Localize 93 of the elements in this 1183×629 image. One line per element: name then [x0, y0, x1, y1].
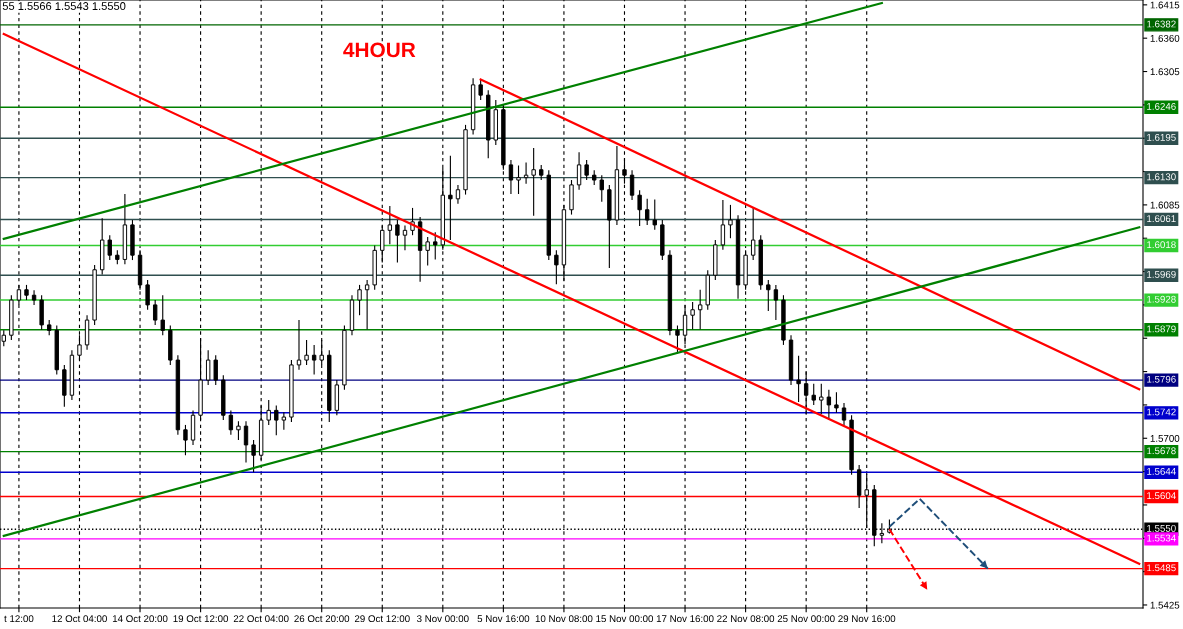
- candlestick: [228, 409, 234, 436]
- candlestick: [357, 284, 362, 316]
- candlestick: [728, 204, 733, 239]
- candlestick: [584, 159, 589, 181]
- candlestick: [773, 284, 779, 321]
- candlestick: [236, 420, 241, 441]
- x-tick-label: 10 Nov 08:00: [535, 615, 593, 623]
- x-tick-label: t 12:00: [4, 615, 34, 623]
- candlestick: [841, 402, 847, 426]
- candlestick: [554, 249, 559, 285]
- candlestick: [425, 236, 430, 267]
- candlestick: [311, 344, 317, 376]
- candlestick: [645, 198, 650, 226]
- y-tick-label: 1.6360: [1150, 34, 1180, 42]
- candlestick: [637, 189, 642, 227]
- candlestick: [750, 207, 756, 261]
- ref-line-label: 1.6130: [1147, 173, 1176, 181]
- candlestick: [183, 424, 188, 456]
- ref-line-label: 1.5969: [1147, 270, 1176, 278]
- candlestick: [387, 205, 393, 245]
- ref-line-label: 1.6061: [1147, 215, 1176, 223]
- text: 4HOUR: [343, 42, 416, 58]
- candlestick: [395, 219, 400, 264]
- ref-line-label: 1.5550: [1147, 524, 1176, 532]
- candlestick: [478, 79, 483, 101]
- x-tick-label: 19 Oct 12:00: [173, 615, 229, 623]
- ref-line-label: 1.6018: [1147, 241, 1176, 249]
- ref-line-label: 1.5879: [1147, 325, 1176, 333]
- y-tick-label: 1.5700: [1150, 435, 1180, 442]
- candlestick: [516, 164, 521, 195]
- y-tick-label: 1.5425: [1150, 601, 1180, 609]
- candlestick: [819, 383, 824, 415]
- candlestick: [402, 224, 408, 251]
- x-tick-label: 29 Oct 12:00: [354, 615, 410, 623]
- candlestick: [697, 289, 703, 330]
- candlestick: [531, 147, 536, 217]
- y-tick-label: 1.6085: [1150, 201, 1180, 209]
- x-tick-label: 26 Oct 20:00: [294, 615, 350, 623]
- x-tick-label: 5 Nov 16:00: [477, 615, 530, 623]
- candlestick: [31, 289, 37, 306]
- candlestick: [826, 389, 832, 421]
- candlestick: [675, 324, 680, 355]
- candlestick: [690, 301, 695, 330]
- x-tick-label: 22 Oct 04:00: [233, 615, 289, 623]
- ref-line-label: 1.5678: [1147, 447, 1176, 455]
- candlestick: [508, 159, 514, 195]
- ref-line-label: 1.5485: [1147, 564, 1176, 572]
- ref-line-label: 1.5928: [1147, 295, 1176, 303]
- x-tick-label: 14 Oct 20:00: [112, 615, 168, 623]
- candlestick: [720, 199, 726, 251]
- candlestick: [304, 339, 309, 366]
- candlestick: [576, 151, 582, 191]
- ref-line-label: 1.5742: [1147, 408, 1176, 416]
- candlestick: [160, 294, 165, 336]
- candlestick: [152, 299, 158, 326]
- ref-line-label: 1.5644: [1147, 467, 1176, 475]
- candlestick: [251, 439, 256, 473]
- x-tick-label: 17 Nov 16:00: [656, 615, 714, 623]
- candlestick: [107, 234, 112, 261]
- candlestick: [834, 391, 839, 414]
- candlestick: [281, 411, 287, 431]
- candlestick: [433, 231, 438, 261]
- ref-line-label: 1.5534: [1147, 534, 1176, 542]
- ref-line-label: 1.6195: [1147, 133, 1176, 141]
- candlestick: [652, 198, 657, 231]
- candlestick: [629, 169, 635, 201]
- ref-line-label: 1.6382: [1147, 20, 1176, 28]
- candlestick: [274, 404, 279, 436]
- x-tick-label: 25 Nov 00:00: [777, 615, 835, 623]
- candlestick: [145, 279, 150, 311]
- ref-line-label: 1.5604: [1147, 492, 1176, 500]
- annotation: 55 1.5566 1.5543 1.5550: [2, 2, 126, 10]
- candlestick: [296, 319, 302, 371]
- candlestick: [766, 279, 771, 312]
- candlestick: [455, 184, 461, 205]
- x-tick-label: 3 Nov 00:00: [416, 615, 469, 623]
- candlestick: [205, 349, 211, 386]
- candlestick: [364, 279, 370, 330]
- ref-line-label: 1.5796: [1147, 375, 1176, 383]
- y-tick-label: 1.6415: [1150, 1, 1180, 9]
- candlestick: [266, 399, 271, 426]
- candlestick: [448, 155, 453, 241]
- candlestick: [213, 354, 218, 386]
- y-tick-label: 1.6305: [1150, 68, 1180, 76]
- x-tick-label: 12 Oct 04:00: [52, 615, 107, 623]
- candlestick: [243, 420, 249, 464]
- x-tick-label: 15 Nov 00:00: [596, 615, 654, 623]
- candlestick: [796, 355, 801, 403]
- x-tick-label: 29 Nov 16:00: [838, 615, 896, 623]
- x-tick-label: 22 Nov 08:00: [717, 615, 775, 623]
- candlestick: [599, 174, 604, 203]
- ref-line-label: 1.6246: [1147, 103, 1176, 110]
- candlestick: [811, 383, 816, 406]
